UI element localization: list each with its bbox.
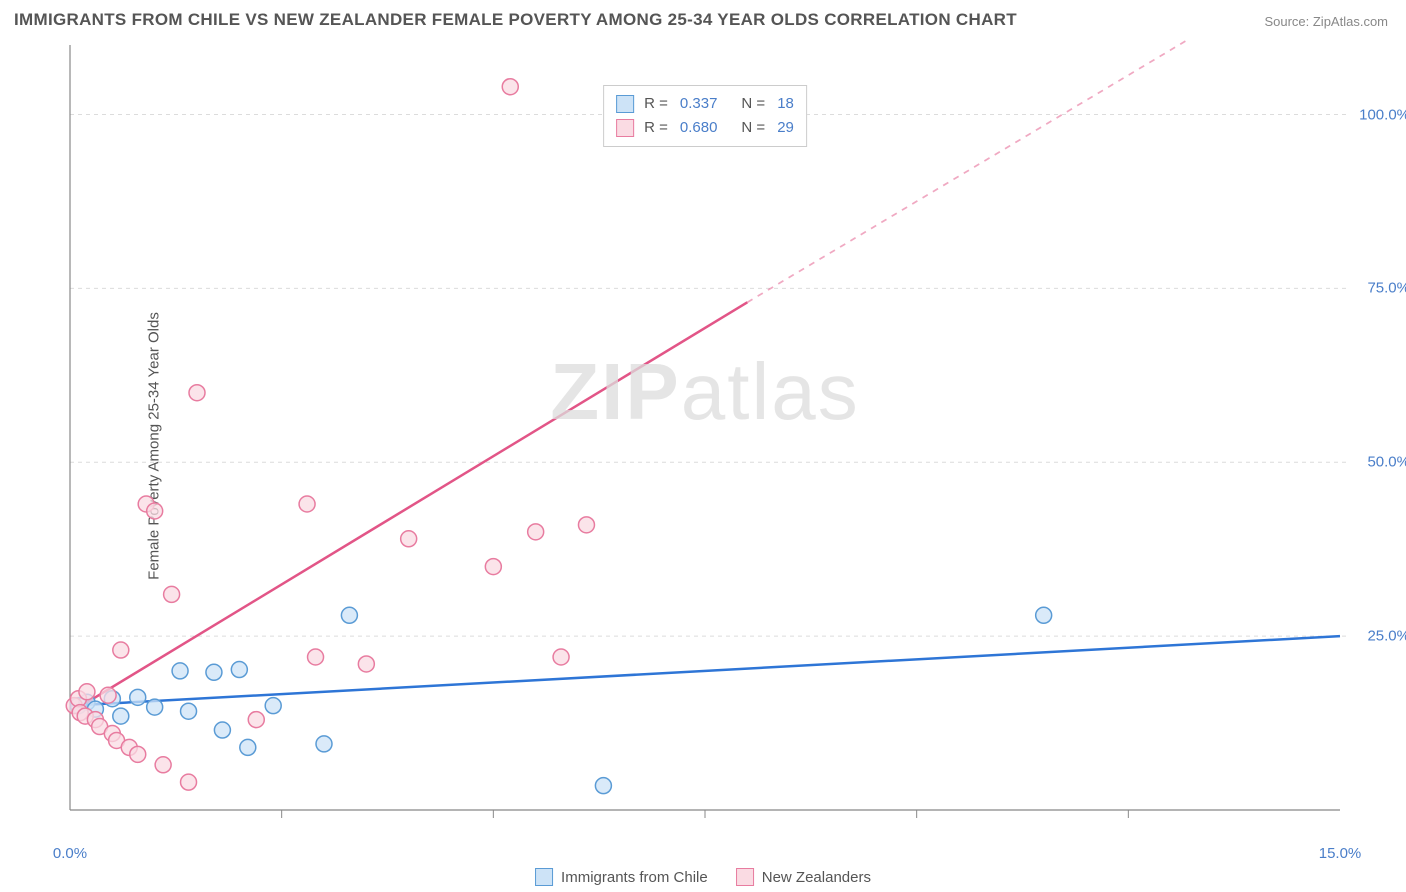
chart-title: IMMIGRANTS FROM CHILE VS NEW ZEALANDER F… bbox=[14, 10, 1017, 30]
y-tick-label: 75.0% bbox=[1367, 280, 1406, 297]
legend-n-value: 29 bbox=[777, 116, 794, 140]
legend-series-item: Immigrants from Chile bbox=[535, 868, 708, 886]
legend-series-item: New Zealanders bbox=[736, 868, 871, 886]
legend-series-label: New Zealanders bbox=[762, 869, 871, 886]
legend-swatch bbox=[616, 95, 634, 113]
legend-stat-row: R = 0.337 N = 18 bbox=[616, 92, 794, 116]
legend-series: Immigrants from Chile New Zealanders bbox=[535, 868, 871, 886]
y-tick-label: 25.0% bbox=[1367, 628, 1406, 645]
legend-r-label: R = bbox=[644, 92, 668, 116]
legend-r-value: 0.680 bbox=[680, 116, 718, 140]
scatter-chart bbox=[60, 40, 1350, 840]
x-tick-label: 0.0% bbox=[53, 845, 87, 862]
legend-stat-row: R = 0.680 N = 29 bbox=[616, 116, 794, 140]
source-attribution: Source: ZipAtlas.com bbox=[1264, 14, 1388, 29]
legend-stats: R = 0.337 N = 18 R = 0.680 N = 29 bbox=[603, 85, 807, 147]
legend-swatch bbox=[535, 868, 553, 886]
legend-r-label: R = bbox=[644, 116, 668, 140]
chart-area: ZIPatlas R =0.337N =18R =0.680N =29 25.0… bbox=[60, 40, 1350, 840]
y-tick-label: 50.0% bbox=[1367, 454, 1406, 471]
legend-n-label: N = bbox=[741, 92, 765, 116]
legend-r-value: 0.337 bbox=[680, 92, 718, 116]
x-tick-label: 15.0% bbox=[1319, 845, 1362, 862]
legend-series-label: Immigrants from Chile bbox=[561, 869, 708, 886]
legend-n-label: N = bbox=[741, 116, 765, 140]
legend-n-value: 18 bbox=[777, 92, 794, 116]
legend-swatch bbox=[736, 868, 754, 886]
y-tick-label: 100.0% bbox=[1359, 106, 1406, 123]
legend-swatch bbox=[616, 119, 634, 137]
